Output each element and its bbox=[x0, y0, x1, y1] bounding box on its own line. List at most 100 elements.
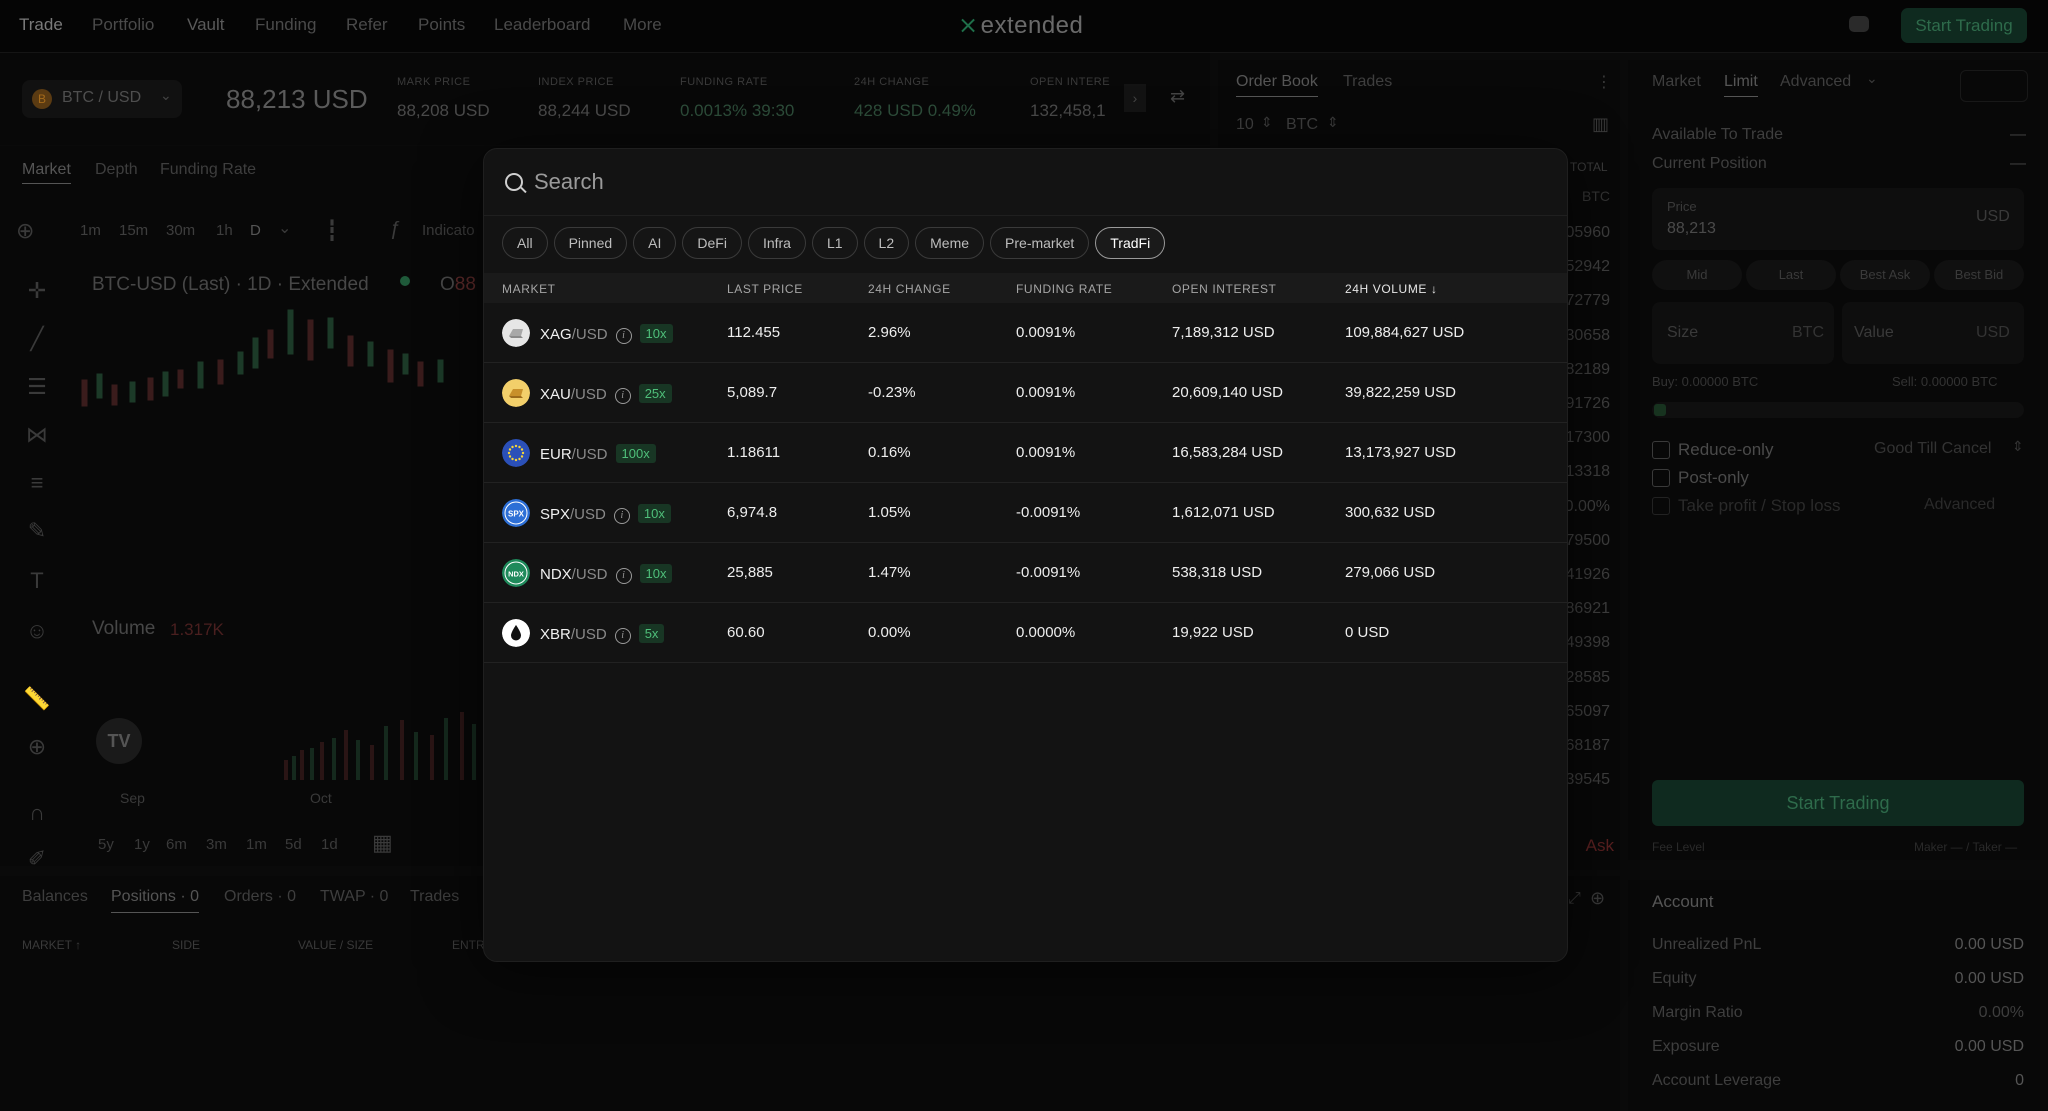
tab-depth[interactable]: Depth bbox=[95, 161, 138, 178]
filter-l2[interactable]: L2 bbox=[863, 227, 910, 259]
indicators-button[interactable]: Indicato bbox=[422, 222, 475, 239]
expand-icon[interactable]: ⤢ bbox=[1568, 890, 1581, 907]
range-6m[interactable]: 6m bbox=[166, 836, 187, 853]
start-trading-top-button[interactable]: Start Trading bbox=[1901, 8, 2027, 43]
value-field[interactable] bbox=[1842, 302, 2024, 364]
text-tool-icon[interactable]: T bbox=[30, 568, 44, 593]
start-trading-button[interactable]: Start Trading bbox=[1652, 780, 2024, 826]
chevron-updown-icon[interactable]: ⇕ bbox=[1261, 114, 1273, 130]
info-icon[interactable]: i bbox=[613, 508, 630, 524]
info-icon[interactable]: i bbox=[614, 388, 631, 404]
crosshair-icon[interactable]: ✛ bbox=[27, 278, 47, 303]
tradingview-logo[interactable]: TV bbox=[96, 718, 142, 764]
market-row-eur[interactable]: EUR/USD 100x 1.18611 0.16% 0.0091% 16,583… bbox=[484, 423, 1567, 483]
nav-portfolio[interactable]: Portfolio bbox=[92, 15, 155, 34]
scroll-right-icon[interactable]: › bbox=[1124, 84, 1146, 112]
chevron-down-icon[interactable]: ⌄ bbox=[278, 220, 292, 237]
filter-all[interactable]: All bbox=[502, 227, 548, 259]
tab-market-order[interactable]: Market bbox=[1652, 73, 1701, 90]
chevron-updown-icon[interactable]: ⇕ bbox=[1327, 114, 1339, 130]
tab-advanced-order[interactable]: Advanced bbox=[1780, 73, 1852, 90]
tab-orders[interactable]: Orders · 0 bbox=[224, 888, 297, 905]
chevron-down-icon[interactable]: ⌄ bbox=[1866, 70, 1878, 86]
emoji-icon[interactable]: ☺ bbox=[25, 618, 49, 643]
tab-positions[interactable]: Positions · 0 bbox=[111, 888, 200, 913]
tab-balances[interactable]: Balances bbox=[22, 888, 88, 905]
filter-infra[interactable]: Infra bbox=[747, 227, 806, 259]
timeframe-30m[interactable]: 30m bbox=[166, 222, 196, 239]
col-24h-change[interactable]: 24H CHANGE bbox=[868, 282, 951, 296]
tab-funding-rate[interactable]: Funding Rate bbox=[160, 161, 257, 178]
col-market[interactable]: MARKET bbox=[502, 282, 556, 296]
col-24h-volume[interactable]: 24H VOLUME ↓ bbox=[1345, 282, 1438, 296]
tab-limit-order[interactable]: Limit bbox=[1724, 73, 1758, 97]
filter-defi[interactable]: DeFi bbox=[682, 227, 742, 259]
magnet-icon[interactable]: ∩ bbox=[29, 800, 45, 825]
calendar-icon[interactable]: ▦ bbox=[372, 830, 393, 855]
reduce-only-checkbox[interactable] bbox=[1652, 441, 1670, 459]
filter-pinned[interactable]: Pinned bbox=[553, 227, 628, 259]
info-icon[interactable]: i bbox=[615, 568, 632, 584]
nav-leaderboard[interactable]: Leaderboard bbox=[494, 15, 591, 34]
market-row-xau[interactable]: XAU/USD i 25x 5,089.7 -0.23% 0.0091% 20,60… bbox=[484, 363, 1567, 423]
size-field[interactable] bbox=[1652, 302, 1834, 364]
range-1y[interactable]: 1y bbox=[134, 836, 150, 853]
timeframe-1m[interactable]: 1m bbox=[80, 222, 101, 239]
nav-more[interactable]: More bbox=[623, 15, 662, 34]
size-slider[interactable] bbox=[1652, 402, 2024, 418]
nav-funding[interactable]: Funding bbox=[255, 15, 317, 34]
filter-tradfi[interactable]: TradFi bbox=[1095, 227, 1166, 259]
quick-last-button[interactable]: Last bbox=[1746, 260, 1836, 290]
tpsl-checkbox[interactable] bbox=[1652, 497, 1670, 515]
search-input[interactable] bbox=[532, 166, 1436, 198]
col-open-interest[interactable]: OPEN INTEREST bbox=[1172, 282, 1277, 296]
more-vertical-icon[interactable]: ⋮ bbox=[1596, 74, 1612, 91]
range-1d[interactable]: 1d bbox=[321, 836, 338, 853]
filter-ai[interactable]: AI bbox=[633, 227, 677, 259]
nav-refer[interactable]: Refer bbox=[346, 15, 388, 34]
quick-mid-button[interactable]: Mid bbox=[1652, 260, 1742, 290]
range-3m[interactable]: 3m bbox=[206, 836, 227, 853]
info-icon[interactable]: i bbox=[614, 628, 631, 644]
tab-order-book[interactable]: Order Book bbox=[1236, 73, 1318, 97]
zoom-icon[interactable]: ⊕ bbox=[27, 734, 47, 759]
ruler-icon[interactable]: 📏 bbox=[23, 686, 51, 711]
leverage-selector[interactable] bbox=[1960, 70, 2028, 102]
tab-trades[interactable]: Trades bbox=[410, 888, 460, 905]
market-row-ndx[interactable]: NDX NDX/USD i 10x 25,885 1.47% -0.0091% 53… bbox=[484, 543, 1567, 603]
col-market[interactable]: MARKET ↑ bbox=[22, 938, 82, 952]
brush-icon[interactable]: ✎ bbox=[27, 518, 47, 543]
timeframe-d[interactable]: D bbox=[250, 222, 261, 239]
tab-market[interactable]: Market bbox=[22, 161, 71, 184]
market-row-xbr[interactable]: XBR/USD i 5x 60.60 0.00% 0.0000% 19,922 US… bbox=[484, 603, 1567, 663]
nav-vault[interactable]: Vault bbox=[187, 15, 225, 34]
price-value[interactable]: 88,213 bbox=[1667, 220, 1716, 237]
timeframe-1h[interactable]: 1h bbox=[216, 222, 233, 239]
market-row-spx[interactable]: SPX SPX/USD i 10x 6,974.8 1.05% -0.0091% 1… bbox=[484, 483, 1567, 543]
pattern-icon[interactable]: ⋈ bbox=[26, 422, 48, 447]
discord-icon[interactable] bbox=[1849, 16, 1869, 32]
tab-twap[interactable]: TWAP · 0 bbox=[320, 888, 389, 905]
filter-meme[interactable]: Meme bbox=[915, 227, 985, 259]
range-1m[interactable]: 1m bbox=[246, 836, 267, 853]
brand-logo[interactable]: ⨯extended bbox=[958, 11, 1083, 40]
nav-points[interactable]: Points bbox=[418, 15, 466, 34]
add-icon[interactable]: ⊕ bbox=[16, 218, 35, 243]
settings-circle-icon[interactable]: ⊕ bbox=[1590, 888, 1606, 908]
orderbook-size[interactable]: 10 bbox=[1236, 116, 1254, 133]
post-only-checkbox[interactable] bbox=[1652, 469, 1670, 487]
quick-best-bid-button[interactable]: Best Bid bbox=[1934, 260, 2024, 290]
nav-trade[interactable]: Trade bbox=[19, 15, 63, 34]
info-icon[interactable]: i bbox=[615, 328, 632, 344]
ask-button[interactable]: Ask bbox=[1585, 836, 1614, 855]
range-5y[interactable]: 5y bbox=[98, 836, 114, 853]
col-last-price[interactable]: LAST PRICE bbox=[727, 282, 803, 296]
swap-icon[interactable]: ⇄ bbox=[1170, 86, 1186, 106]
col-funding-rate[interactable]: FUNDING RATE bbox=[1016, 282, 1113, 296]
function-icon[interactable]: ƒ bbox=[390, 218, 402, 240]
horizontal-lines-icon[interactable]: ☰ bbox=[27, 374, 47, 399]
fee-level[interactable]: Fee Level bbox=[1652, 840, 1705, 854]
fib-icon[interactable]: ≡ bbox=[30, 470, 44, 495]
range-5d[interactable]: 5d bbox=[285, 836, 302, 853]
filter-pre-market[interactable]: Pre-market bbox=[990, 227, 1090, 259]
